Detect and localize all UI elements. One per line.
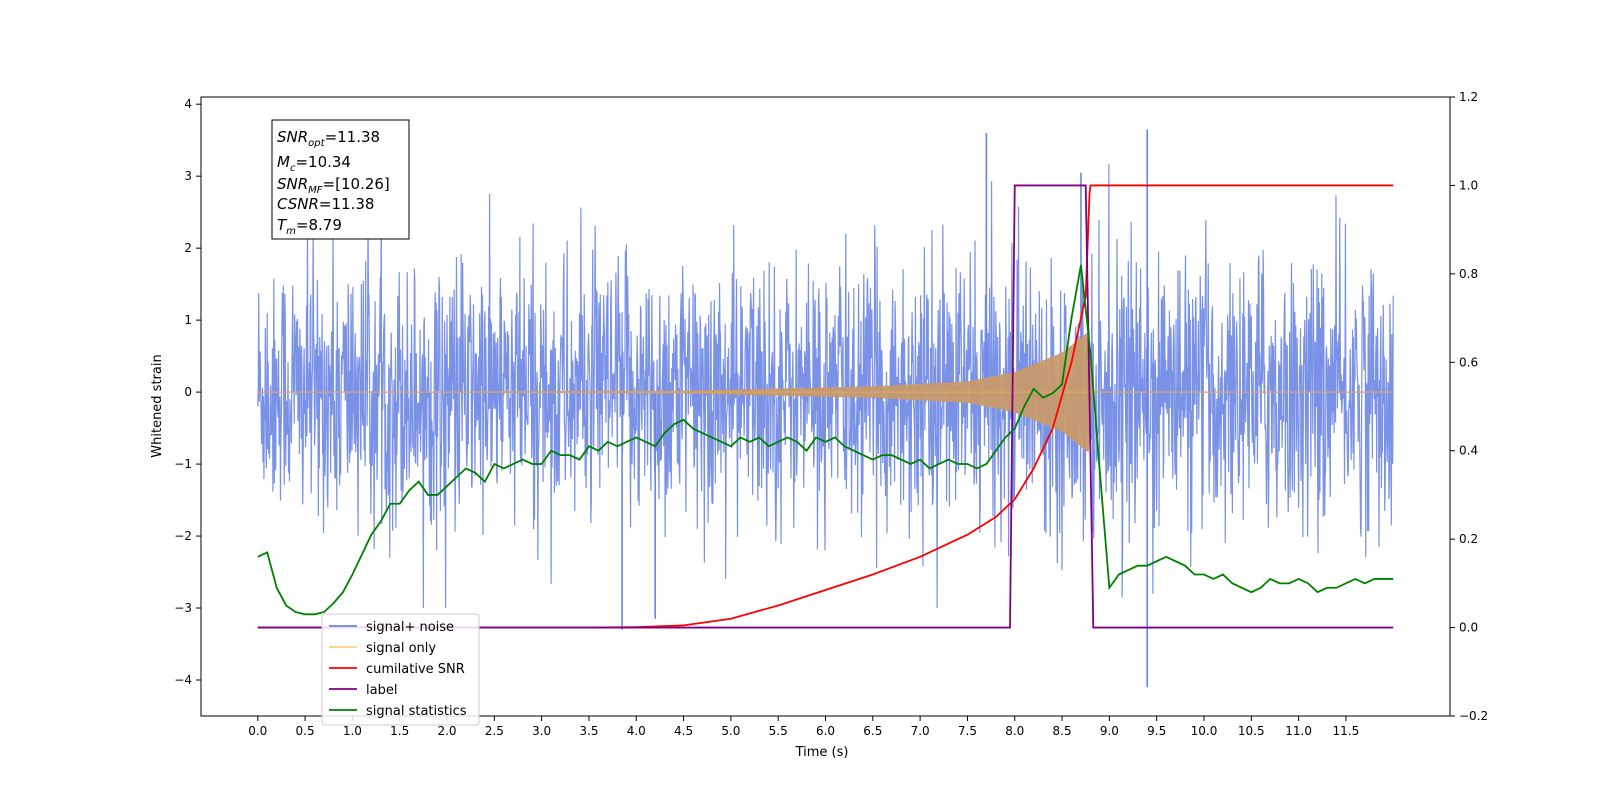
legend-label: cumilative SNR [366, 662, 465, 677]
annotation-value: =11.38 [325, 128, 381, 146]
annotation-box: SNRopt=11.38Mc=10.34SNRMF=[10.26]CSNR=11… [271, 119, 410, 240]
y-axis-title: Whitened strain [150, 354, 165, 457]
signal-only-series [257, 331, 1394, 453]
y-right-tick-label: 0.4 [1459, 444, 1478, 458]
x-tick-label: 1.0 [343, 724, 362, 738]
annotation-subscript: m [286, 226, 296, 237]
y-left-tick-label: 1 [184, 313, 192, 327]
annotation-subscript: c [290, 163, 296, 174]
y-axis-left: 4 3 2 1 0 −1 −2 −3 −4 [174, 97, 201, 687]
x-tick-label: 2.0 [437, 724, 456, 738]
annotation-line: Tm=8.79 [277, 216, 342, 237]
label-series [257, 184, 1394, 629]
x-tick-label: 9.5 [1147, 724, 1166, 738]
annotation-symbol: M [277, 153, 290, 171]
y-left-tick-label: 2 [184, 241, 192, 255]
legend-frame [321, 613, 480, 726]
x-tick-label: 0.0 [248, 724, 267, 738]
y-left-tick-label: −2 [174, 529, 192, 543]
x-tick-label: 0.5 [296, 724, 315, 738]
annotation-symbol: T [277, 216, 288, 234]
legend-label: signal+ noise [366, 620, 454, 635]
annotation-value: =10.34 [295, 153, 351, 171]
y-left-tick-label: −4 [174, 673, 192, 687]
x-axis-title: Time (s) [795, 745, 849, 760]
legend-label: signal statistics [366, 704, 467, 719]
x-tick-label: 2.5 [485, 724, 504, 738]
x-tick-label: 11.5 [1333, 724, 1360, 738]
annotation-value: =11.38 [319, 195, 375, 213]
annotation-symbol: SNR [277, 175, 308, 193]
annotation-box-frame [271, 119, 410, 240]
legend: signal+ noise signal only cumilative SNR la… [321, 613, 480, 726]
y-axis-right: 1.2 1.0 0.8 0.6 0.4 0.2 0.0 −0.2 [1450, 90, 1488, 723]
x-tick-label: 8.0 [1005, 724, 1024, 738]
annotation-subscript: MF [308, 185, 323, 196]
x-tick-label: 4.0 [627, 724, 646, 738]
annotation-subscript: opt [308, 138, 325, 149]
annotation-symbol: CSNR [277, 195, 319, 213]
annotation-symbol: SNR [277, 128, 308, 146]
x-tick-label: 6.5 [863, 724, 882, 738]
y-left-tick-label: −1 [174, 457, 192, 471]
x-tick-label: 9.0 [1100, 724, 1119, 738]
signal-noise-line [257, 164, 1394, 609]
signal-statistics-series [257, 264, 1394, 616]
label-line [257, 184, 1394, 629]
legend-label: signal only [366, 641, 436, 656]
x-tick-label: 5.0 [721, 724, 740, 738]
x-tick-label: 3.0 [532, 724, 551, 738]
y-right-tick-label: 0.0 [1459, 621, 1478, 635]
y-left-tick-label: 4 [184, 97, 192, 111]
cumulative-snr-series [257, 184, 1394, 629]
y-left-tick-label: −3 [174, 601, 192, 615]
x-tick-label: 11.0 [1285, 724, 1312, 738]
annotation-value: =8.79 [296, 216, 342, 234]
annotation-line: SNRMF=[10.26] [277, 175, 390, 196]
y-right-tick-label: 1.2 [1459, 90, 1478, 104]
x-tick-label: 7.0 [911, 724, 930, 738]
x-tick-label: 10.5 [1238, 724, 1265, 738]
y-right-tick-label: 0.2 [1459, 532, 1478, 546]
x-axis: 0.0 0.5 1.0 1.5 2.0 2.5 3.0 3.5 4.0 4.5 5.0 5.5 6.0 6… [248, 716, 1359, 738]
y-left-tick-label: 3 [184, 169, 192, 183]
y-left-tick-label: 0 [184, 385, 192, 399]
x-tick-label: 3.5 [579, 724, 598, 738]
x-tick-label: 7.5 [958, 724, 977, 738]
x-tick-label: 10.0 [1191, 724, 1218, 738]
annotation-line: CSNR=11.38 [277, 195, 374, 213]
cumulative-snr-line [257, 184, 1394, 629]
x-tick-label: 6.0 [816, 724, 835, 738]
annotation-line: Mc=10.34 [277, 153, 351, 174]
annotation-line: SNRopt=11.38 [277, 128, 380, 149]
x-tick-label: 8.5 [1053, 724, 1072, 738]
y-right-tick-label: 0.8 [1459, 267, 1478, 281]
y-right-tick-label: −0.2 [1459, 709, 1488, 723]
x-tick-label: 1.5 [390, 724, 409, 738]
y-right-tick-label: 0.6 [1459, 355, 1478, 369]
annotation-value: =[10.26] [323, 175, 390, 193]
y-right-tick-label: 1.0 [1459, 178, 1478, 192]
signal-statistics-line [257, 264, 1394, 616]
legend-label: label [366, 683, 397, 698]
x-tick-label: 5.5 [769, 724, 788, 738]
x-tick-label: 4.5 [674, 724, 693, 738]
plot-area [257, 129, 1394, 688]
